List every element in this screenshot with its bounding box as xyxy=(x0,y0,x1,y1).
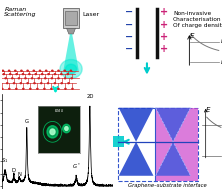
Polygon shape xyxy=(67,28,75,34)
Circle shape xyxy=(4,77,7,79)
Circle shape xyxy=(40,82,43,84)
Text: −: − xyxy=(125,32,134,42)
Circle shape xyxy=(57,70,60,72)
Circle shape xyxy=(51,77,53,79)
Circle shape xyxy=(44,77,47,79)
Circle shape xyxy=(34,73,37,75)
Circle shape xyxy=(57,77,60,79)
FancyBboxPatch shape xyxy=(111,136,124,147)
Circle shape xyxy=(14,70,17,72)
Circle shape xyxy=(11,77,14,79)
Polygon shape xyxy=(119,108,153,142)
Circle shape xyxy=(71,88,74,90)
Circle shape xyxy=(69,70,72,72)
Circle shape xyxy=(6,82,8,84)
Text: +: + xyxy=(160,20,168,29)
Text: −: − xyxy=(125,7,134,17)
Circle shape xyxy=(22,73,24,75)
Text: $S_1$: $S_1$ xyxy=(1,156,9,165)
Polygon shape xyxy=(156,108,190,142)
Text: $E_v$: $E_v$ xyxy=(220,58,222,67)
Circle shape xyxy=(2,73,5,75)
Circle shape xyxy=(54,73,56,75)
Circle shape xyxy=(54,82,56,84)
Circle shape xyxy=(28,73,31,75)
Circle shape xyxy=(51,70,54,72)
Circle shape xyxy=(33,82,36,84)
Circle shape xyxy=(18,77,20,79)
Text: +: + xyxy=(160,32,168,42)
Text: Raman
Scattering: Raman Scattering xyxy=(4,7,37,17)
Text: Laser: Laser xyxy=(82,12,99,17)
FancyBboxPatch shape xyxy=(155,108,198,181)
Text: G: G xyxy=(25,119,29,124)
Circle shape xyxy=(70,77,73,79)
Text: N: N xyxy=(17,172,21,177)
Circle shape xyxy=(67,82,70,84)
Circle shape xyxy=(31,77,33,79)
Text: +: + xyxy=(160,44,168,54)
Circle shape xyxy=(8,70,10,72)
Polygon shape xyxy=(119,142,153,176)
FancyBboxPatch shape xyxy=(65,11,77,25)
Text: $E_c$: $E_c$ xyxy=(220,37,222,46)
Circle shape xyxy=(1,88,4,90)
Circle shape xyxy=(26,70,29,72)
Circle shape xyxy=(36,88,39,90)
Circle shape xyxy=(60,82,63,84)
FancyBboxPatch shape xyxy=(63,8,79,28)
Circle shape xyxy=(32,70,35,72)
Circle shape xyxy=(60,73,63,75)
Circle shape xyxy=(65,64,77,74)
Circle shape xyxy=(57,88,60,90)
Text: $G^*$: $G^*$ xyxy=(72,161,81,171)
Circle shape xyxy=(9,73,12,75)
Text: E: E xyxy=(189,33,194,39)
Circle shape xyxy=(29,88,32,90)
Circle shape xyxy=(64,77,66,79)
Circle shape xyxy=(45,70,48,72)
Circle shape xyxy=(47,73,50,75)
Circle shape xyxy=(63,70,66,72)
Circle shape xyxy=(2,70,4,72)
Circle shape xyxy=(20,82,22,84)
Polygon shape xyxy=(63,34,79,71)
Circle shape xyxy=(15,73,18,75)
Circle shape xyxy=(15,88,18,90)
Circle shape xyxy=(20,70,23,72)
Text: 2D: 2D xyxy=(86,94,93,99)
Polygon shape xyxy=(156,142,190,176)
Circle shape xyxy=(0,82,2,84)
Circle shape xyxy=(39,70,41,72)
Text: −: − xyxy=(125,20,134,29)
Circle shape xyxy=(47,82,50,84)
Circle shape xyxy=(13,82,15,84)
Circle shape xyxy=(41,73,44,75)
Text: D: D xyxy=(12,168,16,174)
Text: −: − xyxy=(125,44,134,54)
Text: Graphene–substrate interface: Graphene–substrate interface xyxy=(128,183,207,188)
Text: Non-invasive
Characterisation
Of charge density: Non-invasive Characterisation Of charge … xyxy=(173,11,222,28)
Circle shape xyxy=(26,82,29,84)
Circle shape xyxy=(50,88,53,90)
Text: E: E xyxy=(206,107,210,112)
Circle shape xyxy=(24,77,27,79)
Circle shape xyxy=(37,77,40,79)
Circle shape xyxy=(43,88,46,90)
Circle shape xyxy=(60,60,82,78)
Circle shape xyxy=(8,88,11,90)
Circle shape xyxy=(64,88,67,90)
Circle shape xyxy=(22,88,25,90)
Circle shape xyxy=(66,73,69,75)
Text: +: + xyxy=(160,7,168,17)
